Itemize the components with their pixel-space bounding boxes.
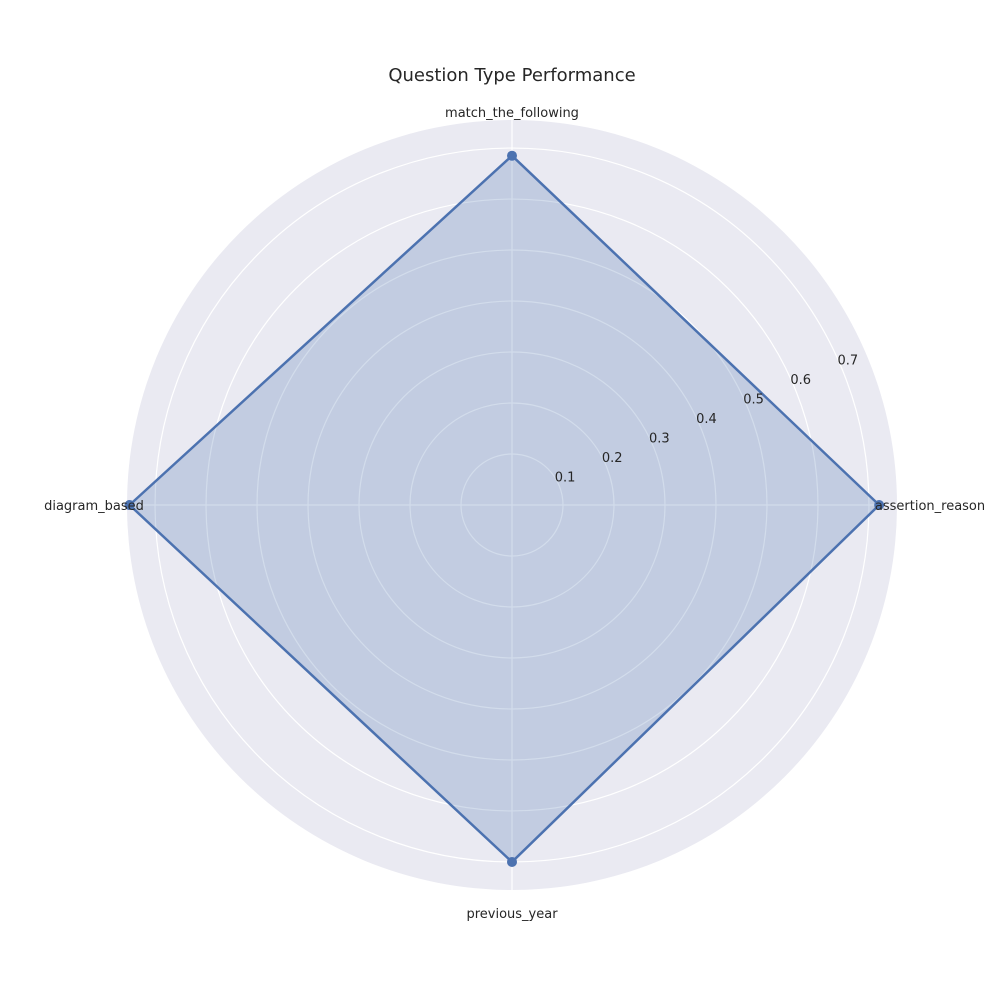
radial-tick-label: 0.7 [837, 353, 858, 368]
radial-tick-label: 0.1 [555, 470, 576, 485]
category-labels: assertion_reason match_the_followingdiagr… [44, 106, 985, 922]
series-layer [124, 150, 885, 867]
chart-title: Question Type Performance [388, 65, 635, 86]
series-area [129, 155, 880, 862]
category-label: match_the_following [445, 106, 579, 121]
radial-tick-label: 0.2 [602, 451, 623, 466]
radial-tick-label: 0.5 [743, 392, 764, 407]
radial-tick-label: 0.3 [649, 431, 670, 446]
category-label: assertion_reason [875, 499, 985, 514]
series-point [124, 500, 135, 510]
radial-tick-label: 0.4 [696, 412, 717, 427]
category-label: previous_year [466, 907, 558, 922]
series-point [507, 856, 517, 867]
radial-tick-labels: 0.1 0.2 0.3 0.4 0.5 0.6 0.7 [555, 353, 858, 485]
category-label: diagram_based [44, 499, 144, 514]
angular-gridlines [127, 120, 897, 890]
series-point [507, 150, 517, 161]
series-point [874, 500, 885, 510]
radial-tick-label: 0.6 [790, 373, 811, 388]
